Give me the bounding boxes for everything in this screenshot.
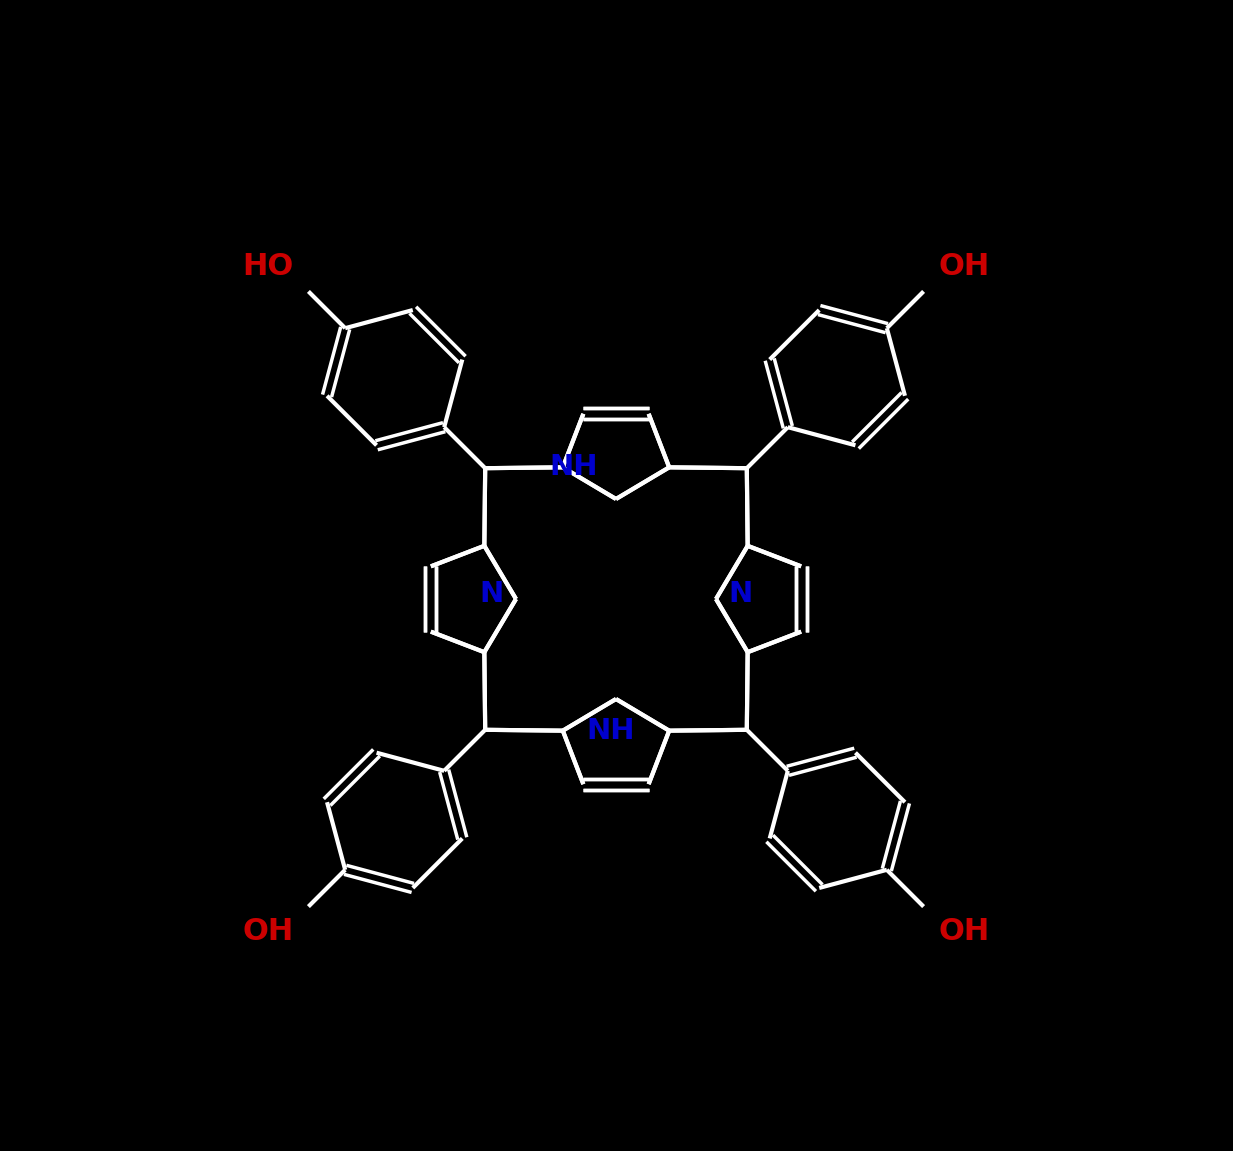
Text: OH: OH [938, 252, 990, 281]
Text: OH: OH [938, 916, 990, 946]
Text: N: N [480, 580, 504, 608]
Text: OH: OH [242, 916, 293, 946]
Text: NH: NH [587, 717, 635, 745]
Text: NH: NH [550, 453, 598, 481]
Text: HO: HO [242, 252, 293, 281]
Text: N: N [727, 580, 752, 608]
